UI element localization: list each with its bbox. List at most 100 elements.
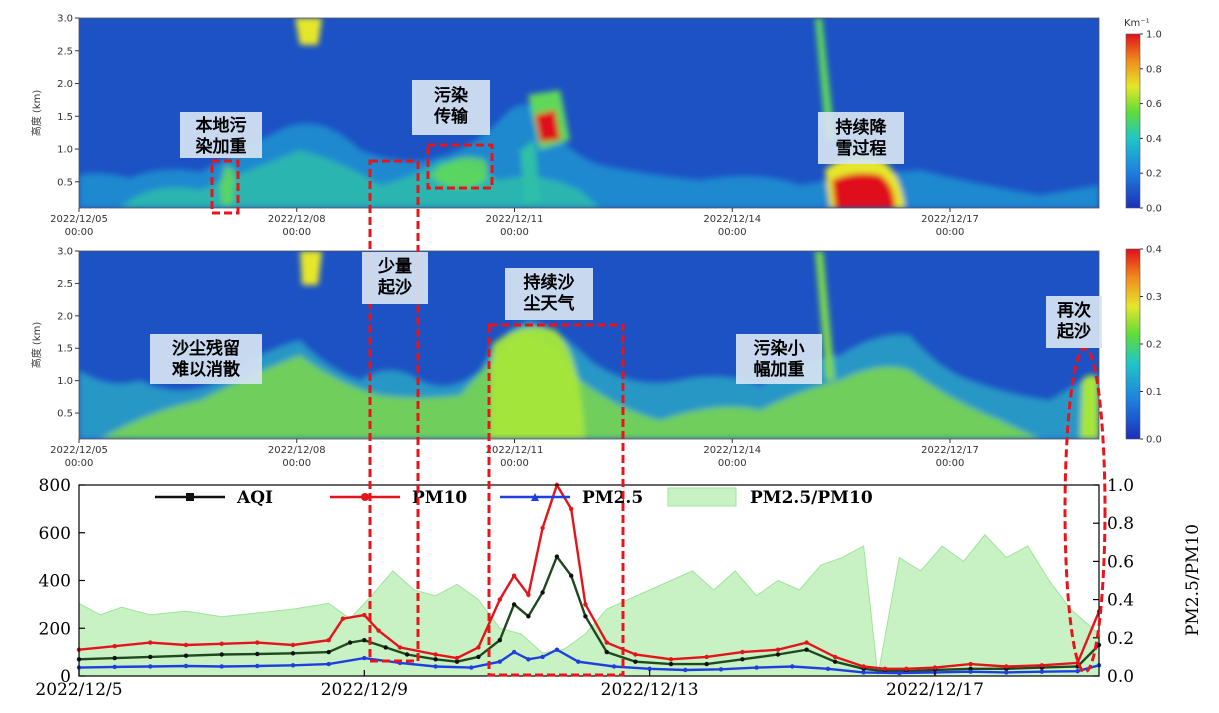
bottom-xtick-label: 2022/12/13 <box>601 680 699 700</box>
series-pm10-point <box>219 641 224 646</box>
series-aqi-point <box>383 645 388 650</box>
series-aqi-point <box>633 659 638 664</box>
series-pm10-point <box>968 661 973 667</box>
panel1-xtick-time: 00:00 <box>936 227 965 238</box>
series-pm10-point <box>604 640 609 645</box>
label-local-pollution: 本地污染加重 <box>180 112 262 158</box>
panel2-xtick-date: 2022/12/11 <box>486 445 544 456</box>
series-pm10-point <box>704 654 709 660</box>
colorbar2-tick-label: 0.1 <box>1146 387 1162 398</box>
series-ratio-area <box>78 533 1100 677</box>
series-aqi-point <box>668 661 674 667</box>
series-pm25-point <box>825 666 831 671</box>
series-aqi-point <box>112 655 117 661</box>
right-ytick-label: 0.8 <box>1107 514 1134 534</box>
box-local-pollution <box>210 159 240 215</box>
colorbar2-tick-label: 0.4 <box>1146 245 1162 256</box>
series-aqi-point <box>362 638 367 643</box>
legend-marker <box>531 493 539 501</box>
series-pm25-point <box>754 665 759 670</box>
series-pm25-point <box>718 667 724 672</box>
series-pm25-point <box>526 657 531 662</box>
series-pm10-point <box>476 645 481 650</box>
panel2-ytick-label: 2.5 <box>57 279 73 290</box>
colorbar2-tick-label: 0.2 <box>1146 340 1162 351</box>
label-dust-residual: 沙尘残留难以消散 <box>150 334 262 384</box>
series-pm10-point <box>290 642 296 648</box>
box-transport <box>426 143 494 190</box>
series-pm10-point <box>1004 664 1009 669</box>
series-pm10-point <box>1075 660 1080 666</box>
panel1-features <box>79 18 1099 208</box>
panel1-xtick-date: 2022/12/17 <box>921 214 979 225</box>
right-ylabel: PM2.5/PM10 <box>1183 524 1203 636</box>
series-pm10-point <box>804 640 809 645</box>
box-continuous-dust <box>487 323 625 677</box>
series-pm25-point <box>497 659 502 664</box>
colorbar1-tick-label: 0.4 <box>1146 134 1162 145</box>
series-pm10-point <box>376 628 381 633</box>
colorbar1-tick-label: 0.6 <box>1146 99 1162 110</box>
series-pm25-point <box>897 670 902 676</box>
series-aqi-point <box>183 653 189 658</box>
series-pm25-point <box>861 670 866 675</box>
series-aqi-point <box>404 652 410 657</box>
panel1-ytick-label: 2.0 <box>57 79 73 90</box>
svg-text:再次起沙: 再次起沙 <box>1056 300 1091 342</box>
legend-label: AQI <box>236 488 273 508</box>
panel2-ytick-label: 1.0 <box>57 376 73 387</box>
series-pm10-point <box>326 638 331 643</box>
panel1-ytick-label: 1.0 <box>57 145 73 156</box>
series-pm25-point <box>790 664 795 669</box>
series-pm10-point <box>668 657 674 662</box>
label-continuous-dust: 持续沙尘天气 <box>505 268 593 320</box>
series-aqi-point <box>740 657 745 662</box>
panel2-xtick-date: 2022/12/17 <box>921 445 979 456</box>
svg-text:持续降雪过程: 持续降雪过程 <box>836 117 888 159</box>
series-aqi-point <box>497 638 502 643</box>
series-aqi-point <box>255 651 260 657</box>
label-transport: 污染传输 <box>412 80 490 135</box>
series-aqi-point <box>454 659 460 664</box>
panel2-ytick-label: 1.5 <box>57 344 73 355</box>
series-aqi-point <box>290 651 296 656</box>
legend-label: PM2.5/PM10 <box>750 488 873 508</box>
panel2-ylabel: 高度 (km) <box>30 322 43 369</box>
series-pm10-point <box>397 645 403 650</box>
series-pm25-point <box>183 663 189 669</box>
panel1-xtick-date: 2022/12/05 <box>50 214 108 225</box>
series-pm25-point <box>611 664 617 669</box>
svg-text:沙尘残留难以消散: 沙尘残留难以消散 <box>171 338 241 380</box>
annotation-labels: 本地污染加重 污染传输 持续降雪过程 少量起沙 持续沙尘天气 沙尘残留难以消散 … <box>150 80 1102 384</box>
series-pm25-point <box>511 649 517 655</box>
bottom-xtick-label: 2022/12/9 <box>321 680 408 700</box>
series-pm10-point <box>511 573 517 578</box>
series-aqi-point <box>540 590 545 595</box>
series-pm10-point <box>148 640 153 645</box>
bottom-xtick-label: 2022/12/17 <box>886 680 984 700</box>
panel1-xtick-date: 2022/12/14 <box>703 214 761 225</box>
panel2-ytick-label: 3.0 <box>57 247 73 258</box>
legend-marker <box>186 493 194 501</box>
series-pm25-point <box>112 664 117 670</box>
colorbar2-tick-label: 0.3 <box>1146 292 1162 303</box>
series-pm10-point <box>583 602 588 607</box>
series-pm25-point <box>1075 669 1080 674</box>
colorbar2 <box>1125 248 1141 440</box>
bottom-chart: 0 200 400 600 800 0.0 0.2 0.4 0.6 0.8 1.0 2022/12/5… <box>35 476 1203 700</box>
svg-text:污染传输: 污染传输 <box>433 85 469 127</box>
series-pm10-point <box>904 666 909 671</box>
panel1-xtick-time: 00:00 <box>282 227 311 238</box>
series-pm10-point <box>861 664 866 669</box>
series-pm10-point <box>540 525 545 531</box>
panel1-ytick-label: 3.0 <box>57 14 73 25</box>
left-ytick-label: 0 <box>60 667 71 687</box>
series-pm25-point <box>554 647 560 652</box>
series-aqi-point <box>526 614 531 619</box>
series-pm10-point <box>1039 663 1045 668</box>
series-aqi-point <box>775 652 781 657</box>
panel1-ytick-label: 1.5 <box>57 112 73 123</box>
panel1-xtick-time: 00:00 <box>718 227 747 238</box>
legend: AQI PM10 PM2.5 PM2.5/PM10 <box>155 487 873 508</box>
series-pm25-point <box>1004 670 1009 675</box>
